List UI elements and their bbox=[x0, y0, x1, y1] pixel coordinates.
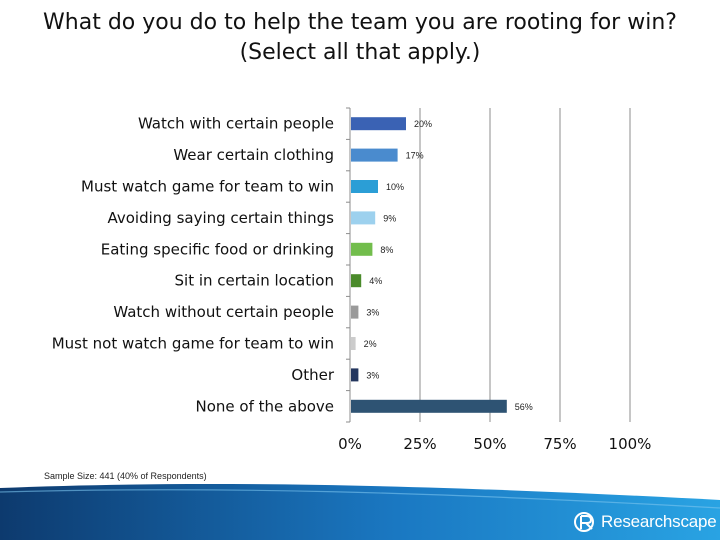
bar-9 bbox=[351, 368, 359, 382]
bar-1 bbox=[351, 117, 406, 131]
data-label-1: 20% bbox=[414, 119, 432, 129]
x-tick-label-25: 25% bbox=[403, 435, 436, 453]
data-label-7: 3% bbox=[366, 308, 379, 318]
bar-3 bbox=[351, 180, 378, 193]
sample-size-note: Sample Size: 441 (40% of Respondents) bbox=[44, 471, 207, 481]
x-tick-label-0: 0% bbox=[338, 435, 362, 453]
bar-4 bbox=[351, 211, 376, 225]
x-axis-ticks: 0% 25% 50% 75% 100% bbox=[338, 435, 651, 453]
data-label-8: 2% bbox=[364, 339, 377, 349]
bar-10 bbox=[351, 399, 507, 413]
bars bbox=[351, 117, 507, 413]
category-label-10: None of the above bbox=[195, 397, 334, 415]
category-label-7: Watch without certain people bbox=[113, 303, 334, 321]
bar-8 bbox=[351, 337, 356, 350]
bar-7 bbox=[351, 305, 359, 319]
category-label-1: Watch with certain people bbox=[138, 115, 334, 133]
x-tick-label-50: 50% bbox=[473, 435, 506, 453]
researchscape-logo-icon bbox=[574, 512, 594, 532]
bar-chart: Watch with certain people Wear certain cl… bbox=[52, 107, 651, 453]
data-label-9: 3% bbox=[366, 370, 379, 380]
brand-logo: Researchscape bbox=[573, 508, 717, 536]
x-tick-label-75: 75% bbox=[543, 435, 576, 453]
category-label-6: Sit in certain location bbox=[175, 272, 334, 290]
chart-title-line-2: (Select all that apply.) bbox=[239, 40, 481, 65]
chart-title-line-1: What do you do to help the team you are … bbox=[43, 10, 677, 35]
data-label-6: 4% bbox=[369, 276, 382, 286]
category-label-4: Avoiding saying certain things bbox=[108, 209, 335, 227]
category-label-5: Eating specific food or drinking bbox=[101, 240, 334, 258]
data-label-3: 10% bbox=[386, 182, 404, 192]
data-label-10: 56% bbox=[515, 402, 533, 412]
category-label-2: Wear certain clothing bbox=[173, 146, 334, 164]
bar-5 bbox=[351, 242, 373, 256]
x-tick-label-100: 100% bbox=[609, 435, 652, 453]
category-label-9: Other bbox=[291, 366, 334, 384]
brand-name: Researchscape bbox=[601, 512, 717, 531]
bar-6 bbox=[351, 274, 362, 288]
category-labels: Watch with certain people Wear certain cl… bbox=[52, 115, 335, 416]
data-label-4: 9% bbox=[383, 213, 396, 223]
data-label-2: 17% bbox=[406, 151, 424, 161]
gridlines bbox=[346, 107, 631, 423]
chart-title: What do you do to help the team you are … bbox=[0, 8, 720, 68]
category-label-8: Must not watch game for team to win bbox=[52, 335, 334, 353]
footer-banner bbox=[0, 484, 720, 540]
data-labels: 20% 17% 10% 9% 8% 4% 3% 2% 3% 56% bbox=[364, 119, 533, 412]
category-label-3: Must watch game for team to win bbox=[81, 178, 334, 196]
bar-2 bbox=[351, 148, 398, 162]
data-label-5: 8% bbox=[380, 245, 393, 255]
